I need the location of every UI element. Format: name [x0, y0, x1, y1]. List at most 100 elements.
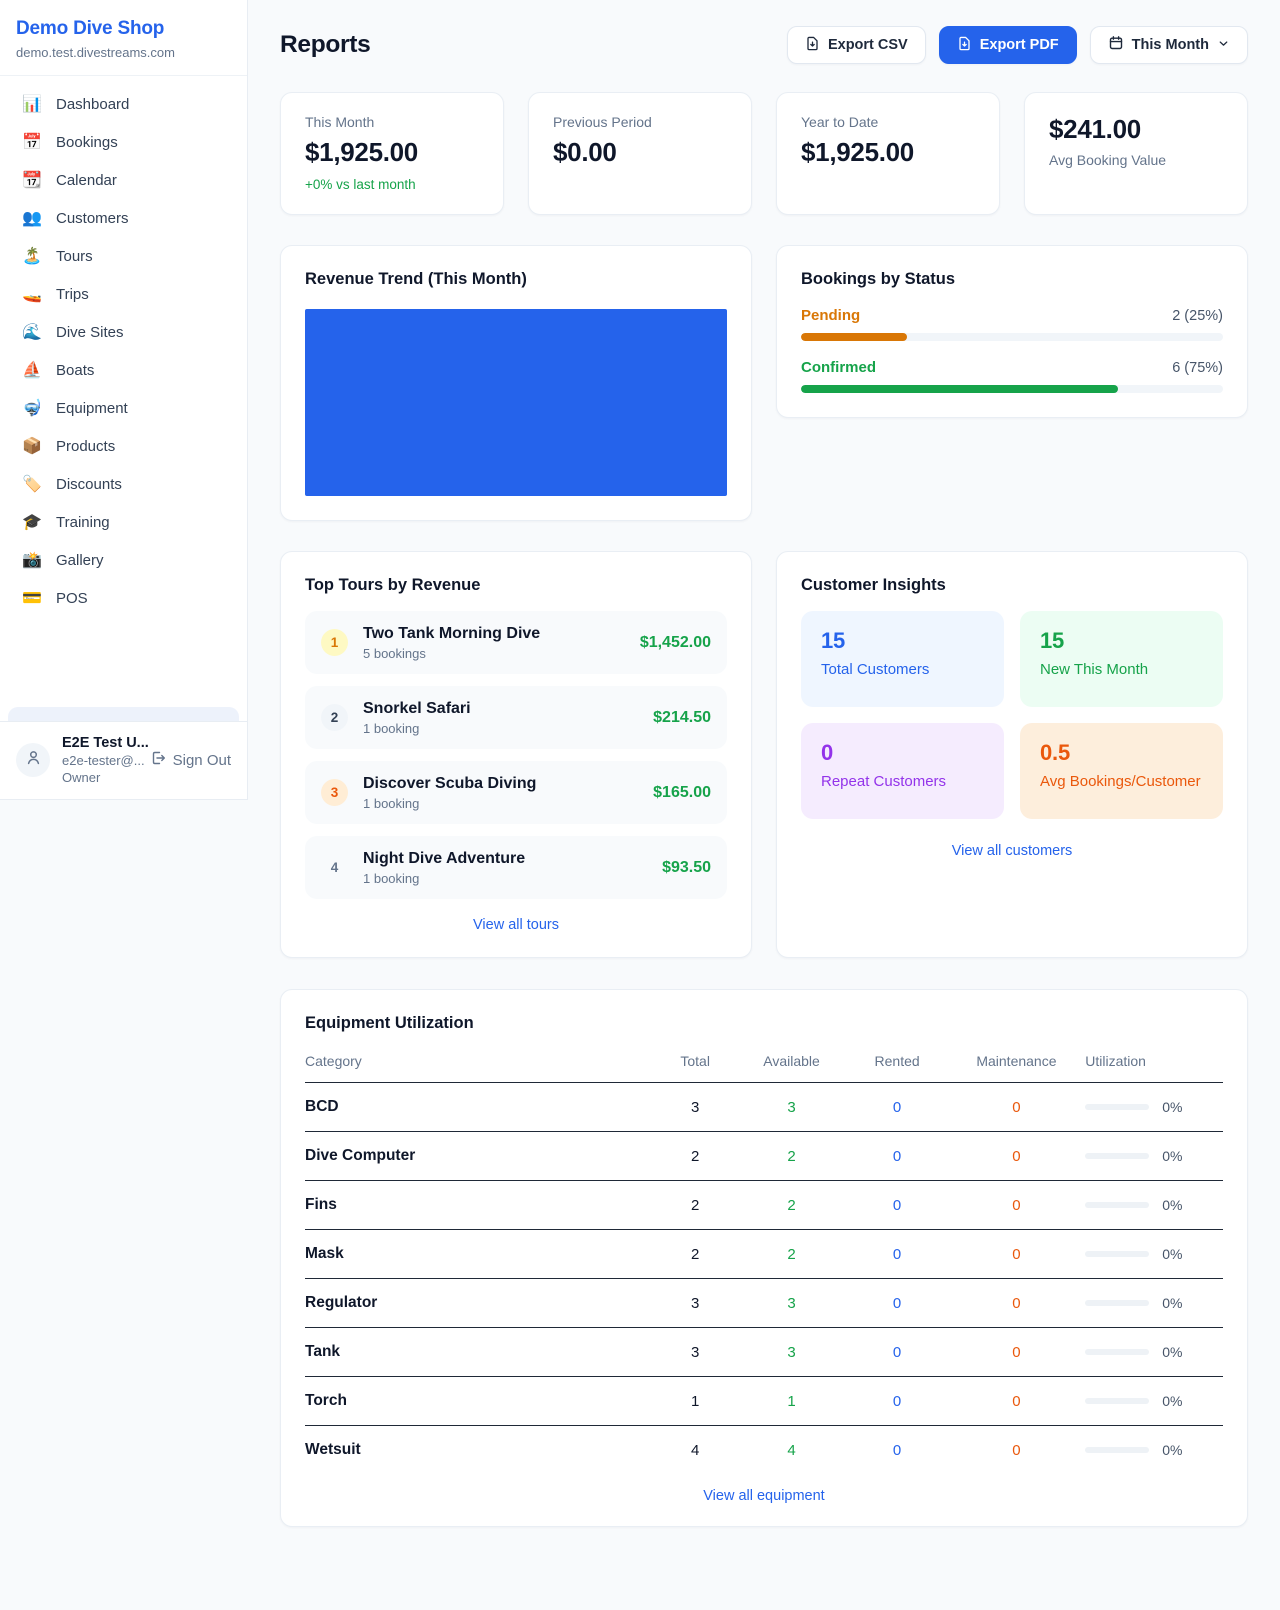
equipment-available: 3 [736, 1327, 847, 1377]
insight-value: 15 [821, 628, 846, 653]
view-all-tours-link[interactable]: View all tours [473, 917, 559, 933]
utilization-cell: 0% [1085, 1393, 1223, 1409]
stat-card-avg-booking-value: $241.00 Avg Booking Value [1024, 92, 1248, 215]
sidebar-item-tours[interactable]: 🏝️ Tours [8, 238, 239, 275]
period-label: This Month [1131, 37, 1209, 53]
user-name: E2E Test U... [62, 735, 149, 751]
sidebar: Demo Dive Shop demo.test.divestreams.com… [0, 0, 248, 800]
tour-name: Two Tank Morning Dive [363, 624, 541, 642]
insight-box-avg-bookings-customer: 0.5 Avg Bookings/Customer [1020, 723, 1223, 819]
export-pdf-label: Export PDF [979, 37, 1059, 53]
equipment-category: Tank [305, 1327, 654, 1377]
customers-icon: 👥 [22, 209, 42, 227]
chevron-down-icon [1217, 37, 1230, 54]
equipment-available: 2 [736, 1229, 847, 1279]
equipment-row-dive-computer: Dive Computer 2 2 0 0 0% [305, 1131, 1223, 1181]
tour-bookings: 1 booking [363, 720, 420, 736]
export-pdf-button[interactable]: Export PDF [938, 26, 1077, 64]
export-csv-button[interactable]: Export CSV [786, 26, 926, 64]
equipment-row-torch: Torch 1 1 0 0 0% [305, 1376, 1223, 1426]
equipment-rented: 0 [846, 1376, 948, 1426]
utilization-bar [1085, 1398, 1150, 1404]
tour-item-night-dive-adventure: 4 Night Dive Adventure 1 booking $93.50 [305, 836, 727, 899]
stat-value: $1,925.00 [305, 137, 418, 167]
sign-out-button[interactable]: Sign Out [150, 750, 231, 770]
sidebar-header: Demo Dive Shop demo.test.divestreams.com [0, 0, 247, 76]
stat-label: Previous Period [553, 114, 652, 130]
customer-insights-card: Customer Insights 15 Total Customers 15 … [776, 551, 1248, 958]
dashboard-icon: 📊 [22, 95, 42, 113]
sidebar-item-bookings[interactable]: 📅 Bookings [8, 124, 239, 161]
sidebar-item-label: Calendar [56, 172, 117, 189]
utilization-bar [1085, 1104, 1150, 1110]
sidebar-item-trips[interactable]: 🚤 Trips [8, 276, 239, 313]
tour-rank-badge: 3 [321, 779, 348, 806]
insight-label: Repeat Customers [821, 773, 947, 790]
view-all-customers-link[interactable]: View all customers [951, 843, 1073, 859]
stats-grid: This Month $1,925.00 +0% vs last month P… [280, 92, 1248, 215]
utilization-bar [1085, 1202, 1150, 1208]
user-role: Owner [62, 770, 101, 785]
sidebar-item-gallery[interactable]: 📸 Gallery [8, 542, 239, 579]
sidebar-item-label: Bookings [56, 134, 118, 151]
sidebar-item-products[interactable]: 📦 Products [8, 428, 239, 465]
main-content: Reports Export CSV Export [248, 0, 1280, 1597]
user-email: e2e-tester@... [62, 753, 145, 768]
discounts-icon: 🏷️ [22, 475, 42, 493]
equipment-table: Category Total Available Rented Maintenance U… [305, 1045, 1223, 1474]
equipment-total: 4 [690, 1441, 700, 1459]
utilization-percent: 0% [1162, 1393, 1183, 1409]
stat-label: Avg Booking Value [1049, 152, 1167, 168]
equipment-row-bcd: BCD 3 3 0 0 0% [305, 1082, 1223, 1132]
utilization-cell: 0% [1085, 1197, 1223, 1213]
sidebar-item-dive-sites[interactable]: 🌊 Dive Sites [8, 314, 239, 351]
tours-icon: 🏝️ [22, 247, 42, 265]
equipment-total: 2 [653, 1180, 737, 1230]
stat-value: $241.00 [1049, 114, 1141, 144]
sidebar-item-customers[interactable]: 👥 Customers [8, 200, 239, 237]
period-dropdown[interactable]: This Month [1089, 26, 1248, 64]
utilization-percent: 0% [1162, 1099, 1183, 1115]
tour-bookings: 5 bookings [363, 645, 426, 661]
sidebar-item-label: Customers [56, 210, 129, 227]
sidebar-item-dashboard[interactable]: 📊 Dashboard [8, 86, 239, 123]
utilization-bar [1085, 1300, 1150, 1306]
insight-box-new-this-month: 15 New This Month [1020, 611, 1223, 707]
sign-out-icon [150, 750, 166, 770]
utilization-cell: 0% [1085, 1246, 1223, 1262]
calendar-icon [1108, 35, 1124, 55]
tour-name: Snorkel Safari [363, 699, 471, 717]
sidebar-item-pos[interactable]: 💳 POS [8, 580, 239, 617]
tour-bookings: 1 booking [363, 870, 420, 886]
sidebar-item-discounts[interactable]: 🏷️ Discounts [8, 466, 239, 503]
equipment-utilization-title: Equipment Utilization [305, 1014, 474, 1032]
sidebar-item-label: POS [56, 590, 88, 607]
equipment-rented: 0 [846, 1180, 948, 1230]
top-tours-title: Top Tours by Revenue [305, 576, 481, 594]
column-header-maintenance: Maintenance [947, 1045, 1086, 1083]
equipment-table-header: Category Total Available Rented Maintenance U… [305, 1045, 1223, 1083]
stat-delta: +0% vs last month [305, 177, 416, 192]
equipment-available: 4 [787, 1441, 796, 1459]
person-icon [25, 749, 42, 771]
equipment-category: Fins [305, 1180, 654, 1230]
user-info: E2E Test U... e2e-tester@... Owner [62, 735, 149, 785]
utilization-cell: 0% [1085, 1099, 1223, 1115]
sidebar-item-boats[interactable]: ⛵ Boats [8, 352, 239, 389]
sidebar-item-training[interactable]: 🎓 Training [8, 504, 239, 541]
tour-item-discover-scuba-diving: 3 Discover Scuba Diving 1 booking $165.0… [305, 761, 727, 824]
sidebar-item-calendar[interactable]: 📆 Calendar [8, 162, 239, 199]
stat-label: Year to Date [801, 114, 879, 130]
equipment-total: 3 [653, 1082, 737, 1132]
sidebar-item-equipment[interactable]: 🤿 Equipment [8, 390, 239, 427]
nav-active-item-partial[interactable] [8, 707, 239, 721]
shop-domain: demo.test.divestreams.com [16, 45, 175, 60]
view-all-equipment-link[interactable]: View all equipment [703, 1488, 825, 1504]
column-header-available: Available [736, 1045, 847, 1083]
equipment-total: 3 [653, 1278, 737, 1328]
equipment-available: 1 [736, 1376, 847, 1426]
equipment-row-tank: Tank 3 3 0 0 0% [305, 1327, 1223, 1377]
column-header-rented: Rented [846, 1045, 948, 1083]
utilization-cell: 0% [1085, 1148, 1223, 1164]
utilization-percent: 0% [1162, 1442, 1183, 1458]
